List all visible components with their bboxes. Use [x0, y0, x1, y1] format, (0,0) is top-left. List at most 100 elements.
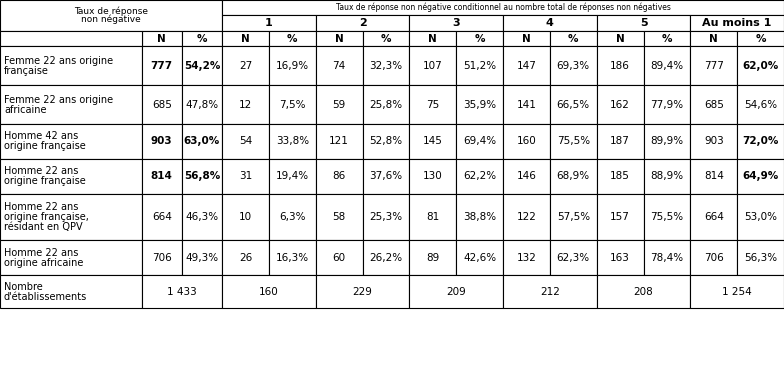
- Text: 69,3%: 69,3%: [557, 61, 590, 71]
- Bar: [456, 31, 503, 46]
- Bar: [316, 85, 362, 124]
- Bar: [142, 31, 182, 46]
- Text: 66,5%: 66,5%: [557, 99, 590, 110]
- Text: Homme 22 ans: Homme 22 ans: [4, 248, 78, 258]
- Text: 75: 75: [426, 99, 440, 110]
- Bar: [691, 46, 737, 85]
- Bar: [456, 124, 503, 159]
- Text: 186: 186: [610, 61, 630, 71]
- Bar: [503, 46, 550, 85]
- Text: %: %: [474, 34, 485, 44]
- Text: 47,8%: 47,8%: [186, 99, 219, 110]
- Text: 7,5%: 7,5%: [279, 99, 306, 110]
- Text: 130: 130: [423, 171, 443, 181]
- Text: origine française,: origine française,: [4, 212, 89, 222]
- Bar: [182, 159, 222, 194]
- Text: 107: 107: [423, 61, 443, 71]
- Text: 1 254: 1 254: [722, 287, 752, 296]
- Text: 25,8%: 25,8%: [369, 99, 402, 110]
- Text: 89: 89: [426, 253, 440, 263]
- Bar: [0, 124, 142, 159]
- Bar: [222, 85, 269, 124]
- Text: 27: 27: [239, 61, 252, 71]
- Bar: [597, 31, 644, 46]
- Text: non négative: non négative: [82, 15, 141, 24]
- Text: N: N: [710, 34, 718, 44]
- Text: 4: 4: [546, 18, 554, 28]
- Text: Homme 22 ans: Homme 22 ans: [4, 166, 78, 176]
- Bar: [503, 16, 597, 31]
- Text: 74: 74: [332, 61, 346, 71]
- Bar: [550, 240, 597, 275]
- Bar: [142, 85, 182, 124]
- Bar: [316, 240, 362, 275]
- Text: 75,5%: 75,5%: [651, 212, 684, 222]
- Bar: [0, 31, 142, 46]
- Bar: [0, 85, 142, 124]
- Bar: [409, 159, 456, 194]
- Text: 59: 59: [332, 99, 346, 110]
- Bar: [222, 31, 269, 46]
- Bar: [737, 159, 784, 194]
- Bar: [409, 275, 503, 308]
- Text: 26: 26: [239, 253, 252, 263]
- Text: 63,0%: 63,0%: [184, 136, 220, 146]
- Bar: [316, 31, 362, 46]
- Bar: [409, 85, 456, 124]
- Bar: [691, 124, 737, 159]
- Text: 706: 706: [152, 253, 172, 263]
- Text: 209: 209: [446, 287, 466, 296]
- Text: origine africaine: origine africaine: [4, 258, 83, 267]
- Text: 31: 31: [239, 171, 252, 181]
- Bar: [142, 275, 222, 308]
- Bar: [456, 46, 503, 85]
- Text: 32,3%: 32,3%: [369, 61, 402, 71]
- Text: 3: 3: [452, 18, 460, 28]
- Text: Homme 42 ans: Homme 42 ans: [4, 131, 78, 141]
- Text: 777: 777: [151, 61, 172, 71]
- Bar: [550, 85, 597, 124]
- Text: Femme 22 ans origine: Femme 22 ans origine: [4, 56, 113, 66]
- Bar: [222, 16, 316, 31]
- Text: 88,9%: 88,9%: [651, 171, 684, 181]
- Bar: [362, 85, 409, 124]
- Bar: [182, 240, 222, 275]
- Text: 77,9%: 77,9%: [651, 99, 684, 110]
- Bar: [691, 159, 737, 194]
- Bar: [182, 46, 222, 85]
- Text: africaine: africaine: [4, 105, 46, 115]
- Bar: [409, 16, 503, 31]
- Bar: [691, 85, 737, 124]
- Text: 187: 187: [610, 136, 630, 146]
- Text: 62,0%: 62,0%: [742, 61, 779, 71]
- Text: %: %: [381, 34, 391, 44]
- Text: 132: 132: [517, 253, 536, 263]
- Bar: [691, 194, 737, 240]
- Text: 56,8%: 56,8%: [184, 171, 220, 181]
- Text: N: N: [335, 34, 343, 44]
- Bar: [409, 31, 456, 46]
- Text: 6,3%: 6,3%: [279, 212, 306, 222]
- Text: 814: 814: [704, 171, 724, 181]
- Bar: [409, 124, 456, 159]
- Text: 157: 157: [610, 212, 630, 222]
- Text: Taux de réponse: Taux de réponse: [74, 7, 148, 16]
- Text: 141: 141: [517, 99, 536, 110]
- Bar: [182, 124, 222, 159]
- Text: 56,3%: 56,3%: [744, 253, 777, 263]
- Text: 814: 814: [151, 171, 172, 181]
- Bar: [503, 85, 550, 124]
- Text: 62,3%: 62,3%: [557, 253, 590, 263]
- Bar: [269, 31, 316, 46]
- Text: origine française: origine française: [4, 141, 85, 151]
- Text: 664: 664: [704, 212, 724, 222]
- Bar: [362, 46, 409, 85]
- Bar: [644, 31, 691, 46]
- Bar: [644, 46, 691, 85]
- Text: 162: 162: [610, 99, 630, 110]
- Bar: [691, 31, 737, 46]
- Text: Nombre: Nombre: [4, 282, 43, 291]
- Text: 160: 160: [517, 136, 536, 146]
- Bar: [316, 124, 362, 159]
- Text: 37,6%: 37,6%: [369, 171, 402, 181]
